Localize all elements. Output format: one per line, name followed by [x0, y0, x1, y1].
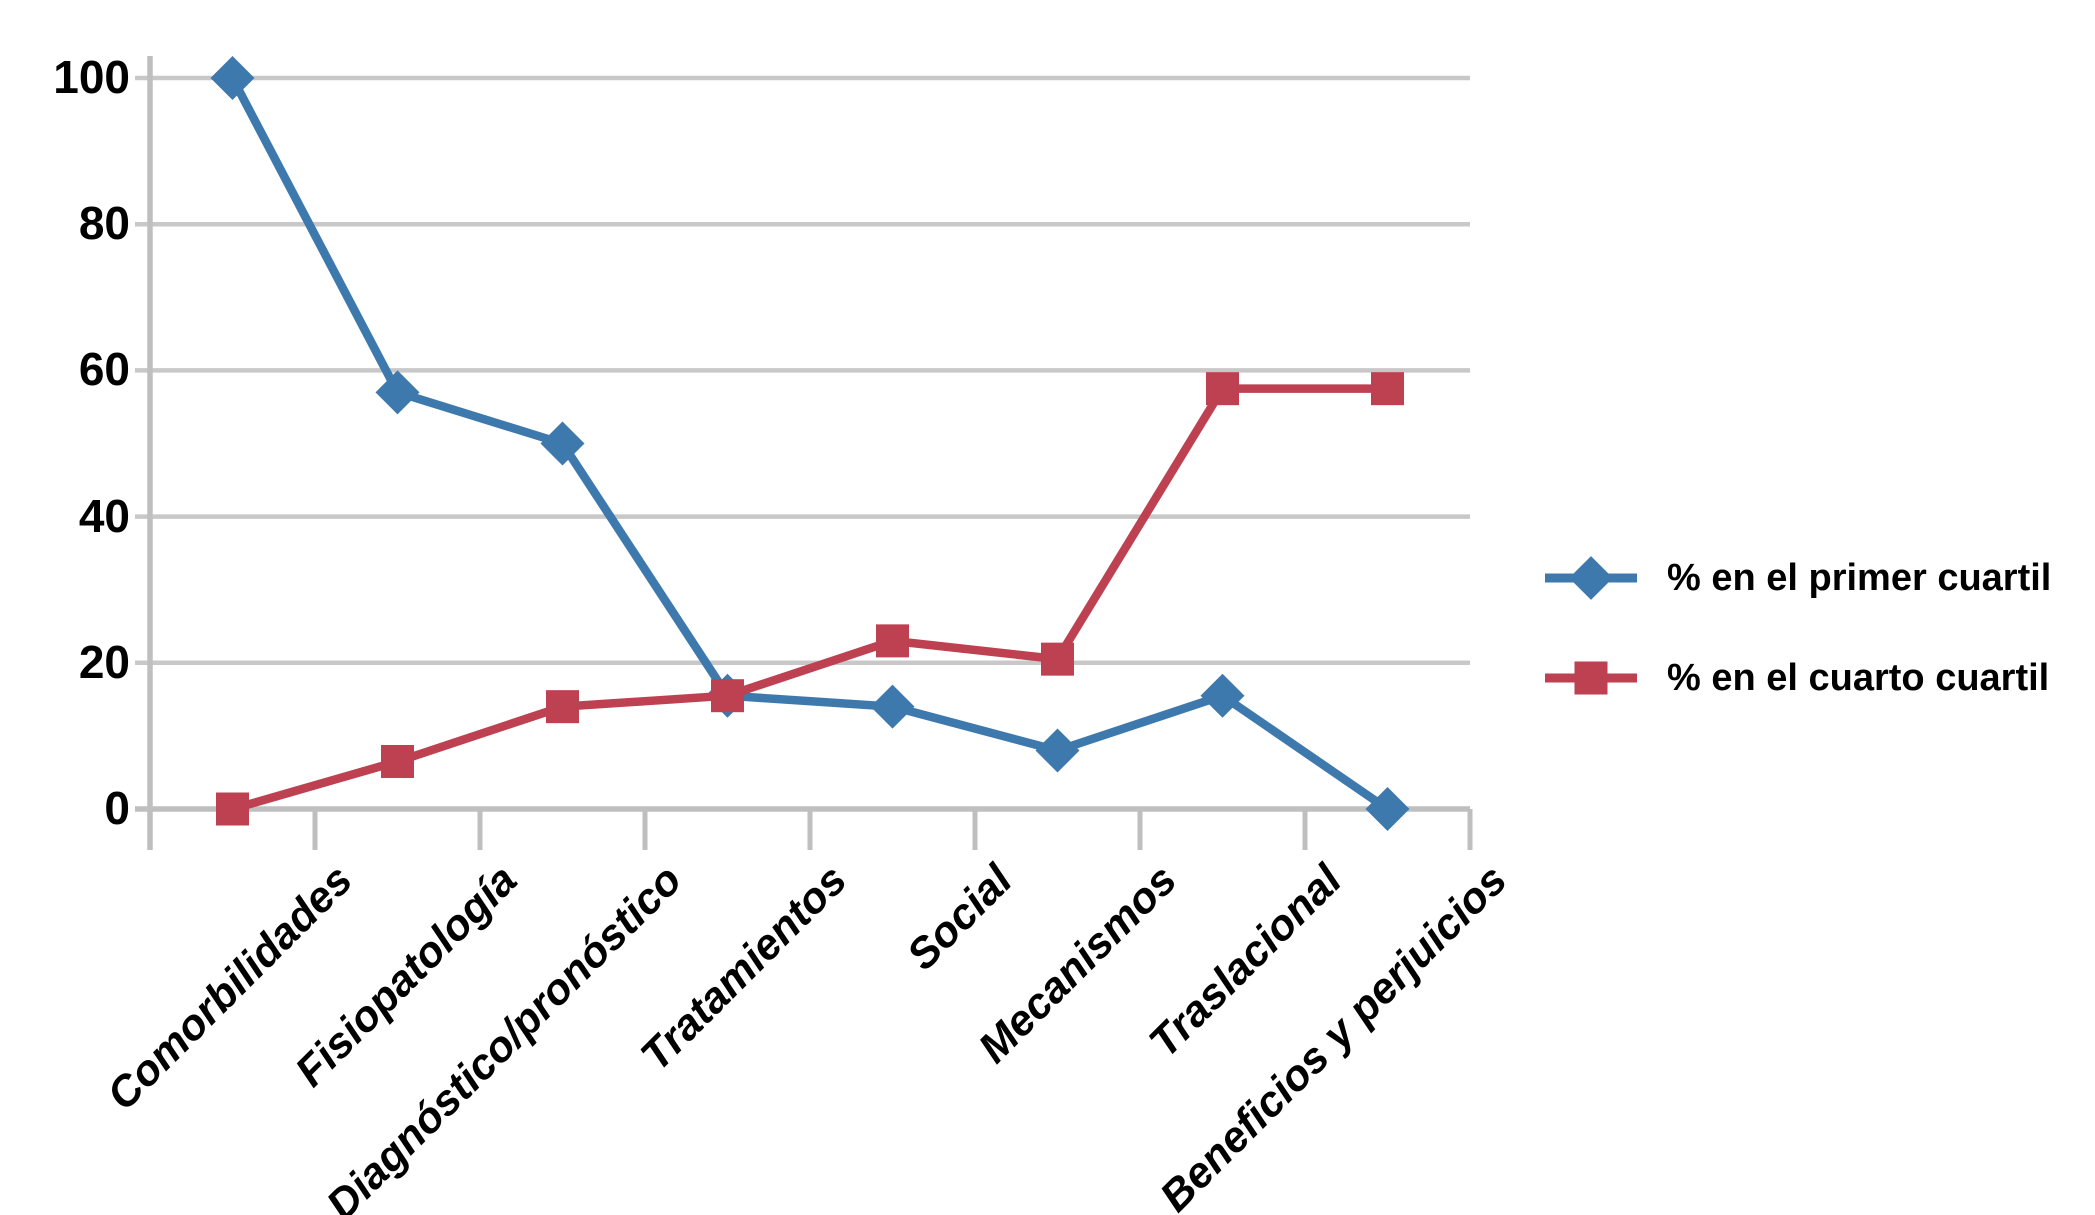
data-point-marker [1206, 372, 1239, 406]
legend-item: % en el cuarto cuartil [1545, 628, 2051, 728]
legend-diamond-marker-icon [1545, 554, 1637, 602]
data-point-marker [1035, 728, 1080, 773]
series-line-0 [228, 73, 1392, 814]
y-tick-label: 0 [104, 782, 130, 835]
data-point-marker [870, 684, 915, 729]
data-point-marker [1365, 787, 1410, 831]
y-tick-label: 100 [53, 51, 130, 104]
data-point-marker [216, 792, 249, 826]
data-point-marker [546, 690, 579, 724]
series-line-1 [228, 384, 1392, 814]
data-point-marker [1200, 673, 1245, 718]
data-point-marker [540, 421, 585, 466]
y-tick-label: 20 [78, 635, 130, 688]
legend-item: % en el primer cuartil [1545, 528, 2051, 628]
data-point-marker [381, 744, 414, 778]
data-point-marker [876, 624, 909, 658]
chart-legend: % en el primer cuartil % en el cuarto cua… [1545, 528, 2051, 728]
y-tick-label: 80 [78, 197, 130, 250]
legend-square-marker-icon [1545, 654, 1637, 702]
data-point-marker [1371, 372, 1404, 406]
data-point-marker [1041, 642, 1074, 676]
legend-label: % en el cuarto cuartil [1667, 656, 2050, 699]
data-point-marker [711, 679, 744, 713]
y-tick-label: 60 [78, 343, 130, 396]
diamond-icon [1569, 556, 1613, 600]
square-icon [1574, 661, 1608, 695]
data-point-marker [375, 370, 420, 415]
y-tick-label: 40 [78, 489, 130, 542]
data-point-marker [210, 56, 255, 100]
legend-label: % en el primer cuartil [1667, 556, 2052, 599]
